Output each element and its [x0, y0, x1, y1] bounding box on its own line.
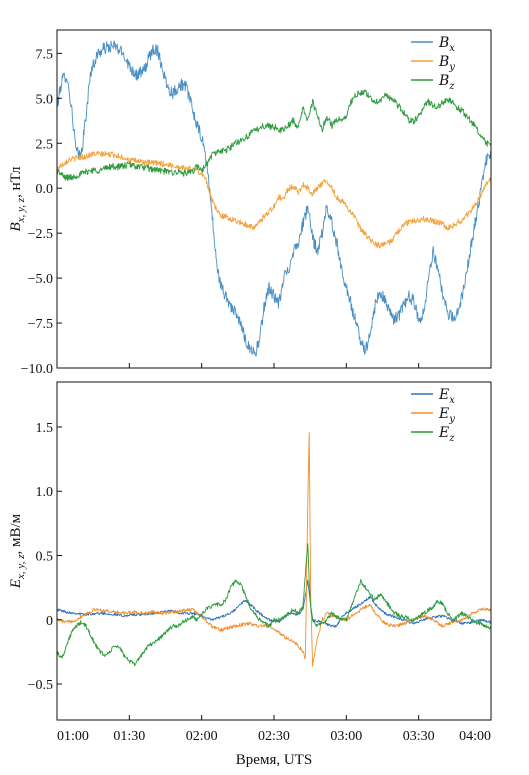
y-tick-label: −7.5	[28, 317, 53, 332]
series-line-bx	[57, 40, 491, 357]
x-axis-label: Время, UTS	[236, 752, 312, 768]
panel-electric-field: −0.5 0 0.5 1.0 1.5 01:00 01:30 02:00 02:30 03:00 0…	[8, 381, 492, 768]
legend-label: Bx	[438, 35, 455, 54]
series-line-ey	[57, 432, 491, 667]
x-tick-label: 01:00	[57, 729, 89, 744]
panel-magnetic-field: −10.0 −7.5 −5.0 −2.5 0.0 2.5 5.0 7.5 Bx, y, z, …	[8, 29, 492, 377]
y-axis-label-e: Ex, y, z, мВ/м	[8, 513, 27, 589]
legend-label: Ez	[438, 425, 455, 444]
y-tick-label: 0	[46, 614, 53, 629]
y-axis-label-b: Bx, y, z, нТл	[8, 166, 27, 232]
x-tick-label: 03:00	[330, 729, 362, 744]
series-line-ez	[57, 543, 491, 667]
y-tick-label: −2.5	[28, 227, 53, 242]
y-tick-label: 7.5	[36, 47, 54, 62]
x-tick-label: 03:30	[403, 729, 435, 744]
x-tick-label: 02:00	[186, 729, 218, 744]
y-tick-label: 0.5	[36, 549, 54, 564]
legend-label: Ex	[438, 387, 455, 406]
x-tick-label: 01:30	[113, 729, 145, 744]
series-line-bz	[57, 89, 491, 182]
y-tick-label: −0.5	[28, 678, 53, 693]
y-tick-label: 2.5	[36, 137, 54, 152]
x-tick-label: 02:30	[258, 729, 290, 744]
y-tick-label: 5.0	[36, 92, 54, 107]
y-tick-label: 1.5	[36, 421, 54, 436]
legend-label: Bz	[438, 73, 455, 92]
legend-label: By	[438, 54, 455, 73]
x-tick-label: 04:00	[459, 729, 491, 744]
y-tick-label: −5.0	[28, 272, 53, 287]
y-tick-label: −10.0	[21, 362, 53, 377]
y-tick-label: 1.0	[36, 485, 54, 500]
legend-label: Ey	[438, 406, 455, 425]
y-tick-label: 0.0	[36, 182, 54, 197]
